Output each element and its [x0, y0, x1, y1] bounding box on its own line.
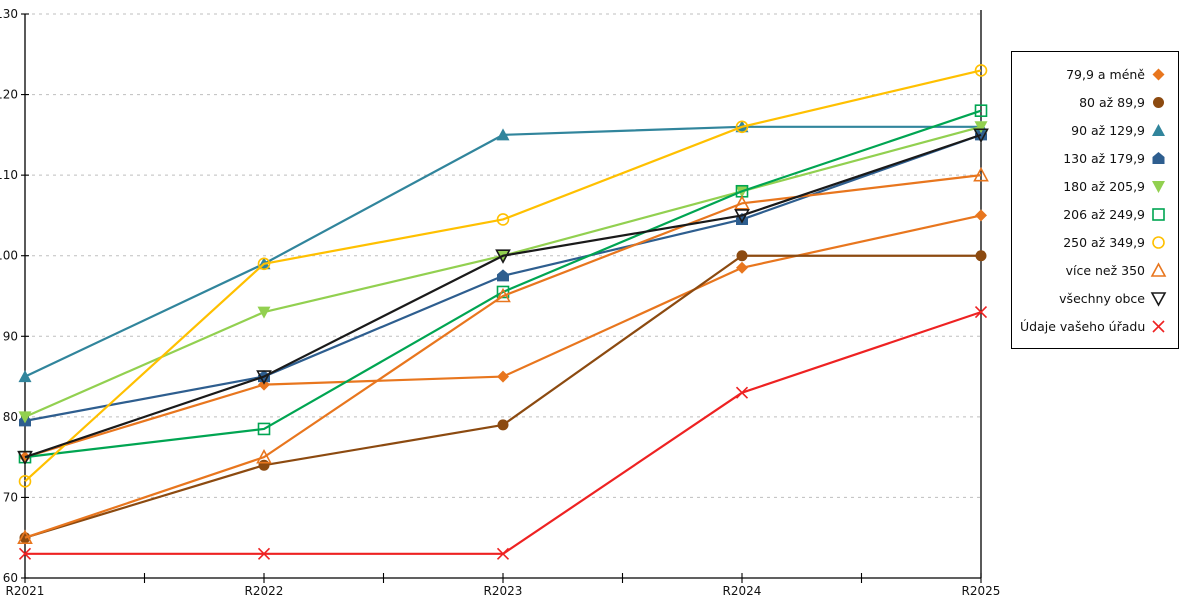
legend-label: 79,9 a méně	[1066, 66, 1145, 82]
series-7	[17, 166, 989, 545]
data-point-marker-triangle-down-filled	[257, 306, 271, 319]
data-point-marker-x	[735, 386, 749, 399]
data-point-marker-diamond-filled	[497, 370, 509, 383]
legend-marker-x-icon	[1152, 319, 1165, 333]
data-point-marker-triangle-up-open	[17, 529, 33, 545]
data-point-marker-circle-filled	[258, 459, 270, 471]
data-point-marker-triangle-up-open	[734, 195, 750, 210]
y-tick-label: 130	[0, 7, 18, 21]
series-9	[18, 306, 988, 560]
legend-marker-triangle-up-open-icon	[1150, 261, 1167, 277]
data-point-marker-triangle-up-open	[256, 448, 272, 464]
chart-legend: 79,9 a méně 80 až 89,9 90 až 129,9 130 až 1…	[1011, 51, 1179, 349]
data-point-marker-triangle-down-filled	[18, 411, 32, 424]
data-point-marker-square-open	[974, 104, 988, 117]
legend-item-7: více než 350	[1020, 257, 1167, 283]
y-tick-label: 70	[3, 490, 18, 504]
data-point-marker-square-open	[496, 285, 510, 299]
data-point-marker-circle-open	[496, 213, 510, 226]
series-line	[24, 174, 982, 539]
data-point-marker-triangle-up-open	[973, 166, 989, 182]
legend-marker-triangle-down-open-icon	[1150, 291, 1167, 307]
series-line	[24, 109, 982, 459]
data-point-marker-circle-open	[18, 475, 32, 488]
legend-label: 90 až 129,9	[1071, 122, 1145, 138]
legend-item-5: 206 až 249,9	[1020, 201, 1167, 227]
legend-item-2: 90 až 129,9	[1020, 117, 1167, 143]
y-tick-label: 120	[0, 88, 18, 102]
data-point-marker-triangle-up-open	[495, 287, 511, 303]
series-line	[24, 133, 982, 459]
y-tick-label: 60	[3, 571, 18, 585]
x-tick-label: R2022	[245, 584, 284, 598]
data-point-marker-circle-open	[735, 120, 749, 134]
legend-item-3: 130 až 179,9	[1020, 145, 1167, 171]
series-6	[18, 64, 988, 488]
legend-label: Údaje vašeho úřadu	[1020, 318, 1146, 334]
data-point-marker-circle-open	[257, 257, 271, 271]
legend-item-4: 180 až 205,9	[1020, 173, 1167, 199]
legend-marker-square-open-icon	[1152, 207, 1165, 221]
data-point-marker-square-open	[257, 422, 271, 436]
legend-marker-triangle-up-filled-icon	[1152, 123, 1165, 136]
x-tick-label: R2023	[484, 584, 523, 598]
data-point-marker-diamond-filled	[975, 209, 987, 222]
legend-label: 180 až 205,9	[1063, 178, 1145, 194]
legend-marker-circle-filled-icon	[1153, 96, 1164, 108]
y-tick-label: 90	[3, 329, 18, 343]
data-point-marker-x	[18, 547, 32, 560]
x-tick-label: R2025	[962, 584, 1001, 598]
data-point-marker-circle-filled	[736, 250, 748, 262]
series-line	[24, 69, 982, 483]
data-point-marker-circle-open	[974, 64, 988, 77]
data-point-marker-triangle-down-open	[734, 209, 750, 224]
data-point-marker-pentagon-filled	[497, 269, 509, 282]
x-tick-label: R2024	[723, 584, 762, 598]
data-point-marker-triangle-down-open	[17, 450, 33, 466]
y-tick-label: 80	[3, 410, 18, 424]
data-point-marker-diamond-filled	[736, 261, 748, 274]
legend-label: všechny obce	[1059, 290, 1145, 306]
legend-item-1: 80 až 89,9	[1020, 89, 1167, 115]
data-point-marker-triangle-up-filled	[496, 128, 510, 141]
y-tick-label: 110	[0, 168, 18, 182]
series-1	[19, 250, 987, 544]
x-tick-label: R2021	[6, 584, 45, 598]
legend-marker-pentagon-filled-icon	[1152, 151, 1165, 164]
data-point-marker-x	[974, 306, 988, 319]
legend-item-8: všechny obce	[1020, 285, 1167, 311]
series-line	[25, 311, 982, 555]
data-point-marker-triangle-down-open	[973, 128, 989, 144]
data-point-marker-triangle-up-filled	[18, 370, 32, 383]
data-point-marker-triangle-down-open	[495, 249, 511, 264]
legend-marker-diamond-filled-icon	[1152, 68, 1165, 80]
data-point-marker-circle-filled	[497, 419, 509, 431]
legend-label: více než 350	[1065, 262, 1145, 278]
series-5	[18, 104, 988, 464]
legend-label: 130 až 179,9	[1063, 150, 1145, 166]
legend-marker-triangle-down-filled-icon	[1152, 180, 1165, 193]
data-point-marker-triangle-down-filled	[974, 121, 988, 134]
data-point-marker-x	[257, 547, 271, 560]
legend-marker-circle-open-icon	[1152, 235, 1165, 249]
data-point-marker-circle-filled	[975, 250, 987, 262]
series-8	[17, 128, 989, 466]
legend-item-6: 250 až 349,9	[1020, 229, 1167, 255]
legend-item-9: Údaje vašeho úřadu	[1020, 313, 1167, 339]
y-tick-label: 100	[0, 249, 18, 263]
legend-label: 80 až 89,9	[1079, 94, 1145, 110]
legend-item-0: 79,9 a méně	[1020, 61, 1167, 87]
data-point-marker-x	[496, 547, 510, 560]
legend-label: 206 až 249,9	[1063, 206, 1145, 222]
legend-label: 250 až 349,9	[1063, 234, 1145, 250]
data-point-marker-triangle-down-open	[256, 370, 272, 385]
